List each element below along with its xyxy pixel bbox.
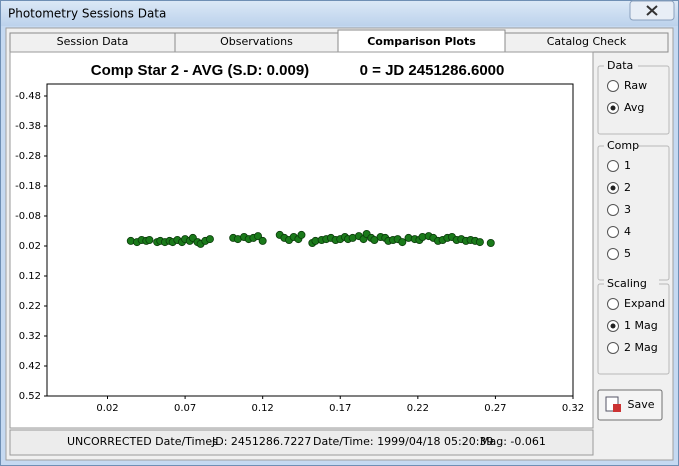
y-tick-label: 0.02 (19, 241, 41, 252)
status-text: JD: 2451286.7227 (211, 435, 311, 448)
radio-button[interactable] (607, 204, 619, 216)
radio-button[interactable] (607, 298, 619, 310)
y-tick-label: -0.08 (15, 211, 41, 222)
radio-label[interactable]: 2 (624, 181, 631, 194)
radio-button[interactable] (607, 80, 619, 92)
data-point (398, 238, 407, 247)
chart-title: Comp Star 2 - AVG (S.D: 0.009) (91, 62, 309, 79)
radio-label[interactable]: Avg (624, 101, 644, 114)
group-title-bg (604, 278, 659, 290)
radio-label[interactable]: Raw (624, 79, 647, 92)
radio-button[interactable] (607, 342, 619, 354)
y-tick-label: 0.32 (19, 331, 41, 342)
radio-dot (610, 185, 616, 191)
radio-dot (610, 105, 616, 111)
data-point (486, 238, 495, 247)
data-point (205, 235, 214, 244)
group-title: Scaling (607, 277, 647, 290)
radio-button[interactable] (607, 248, 619, 260)
data-point (297, 230, 306, 239)
close-icon (646, 5, 658, 16)
x-tick-label: 0.17 (329, 403, 351, 414)
tab-label: Session Data (57, 35, 129, 48)
radio-label[interactable]: 2 Mag (624, 341, 658, 354)
y-tick-label: 0.52 (19, 391, 41, 402)
y-tick-label: 0.12 (19, 271, 41, 282)
x-tick-label: 0.22 (407, 403, 429, 414)
data-point (258, 236, 267, 245)
x-tick-label: 0.27 (484, 403, 506, 414)
radio-label[interactable]: 3 (624, 203, 631, 216)
radio-label[interactable]: 1 (624, 159, 631, 172)
data-point (145, 235, 154, 244)
chart-title-right: 0 = JD 2451286.6000 (360, 62, 505, 79)
title-bar (1, 1, 678, 26)
radio-button[interactable] (607, 226, 619, 238)
y-tick-label: -0.38 (15, 121, 41, 132)
y-tick-label: 0.42 (19, 361, 41, 372)
status-text: Mag: -0.061 (480, 435, 546, 448)
save-label: Save (627, 398, 654, 411)
x-tick-label: 0.32 (562, 403, 584, 414)
radio-label[interactable]: 1 Mag (624, 319, 658, 332)
group-title-bg (604, 140, 638, 152)
x-tick-label: 0.07 (174, 403, 196, 414)
data-point (475, 238, 484, 247)
radio-label[interactable]: 5 (624, 247, 631, 260)
y-tick-label: -0.48 (15, 91, 41, 102)
data-point (254, 232, 263, 241)
save-icon-mark (613, 404, 621, 412)
group-title: Comp (607, 139, 639, 152)
radio-label[interactable]: Expand (624, 297, 665, 310)
radio-label[interactable]: 4 (624, 225, 631, 238)
group-title-bg (604, 60, 638, 72)
status-bar (9, 429, 594, 456)
y-tick-label: 0.22 (19, 301, 41, 312)
y-tick-label: -0.28 (15, 151, 41, 162)
group-title: Data (607, 59, 633, 72)
tab-label: Catalog Check (547, 35, 627, 48)
y-tick-label: -0.18 (15, 181, 41, 192)
status-text: UNCORRECTED Date/Times (67, 435, 218, 448)
tab-label: Observations (220, 35, 293, 48)
x-tick-label: 0.02 (96, 403, 118, 414)
window-title: Photometry Sessions Data (8, 7, 166, 21)
x-tick-label: 0.12 (252, 403, 274, 414)
radio-button[interactable] (607, 160, 619, 172)
radio-dot (610, 323, 616, 329)
tab-label: Comparison Plots (367, 35, 476, 48)
status-text: Date/Time: 1999/04/18 05:20:39 (313, 435, 493, 448)
